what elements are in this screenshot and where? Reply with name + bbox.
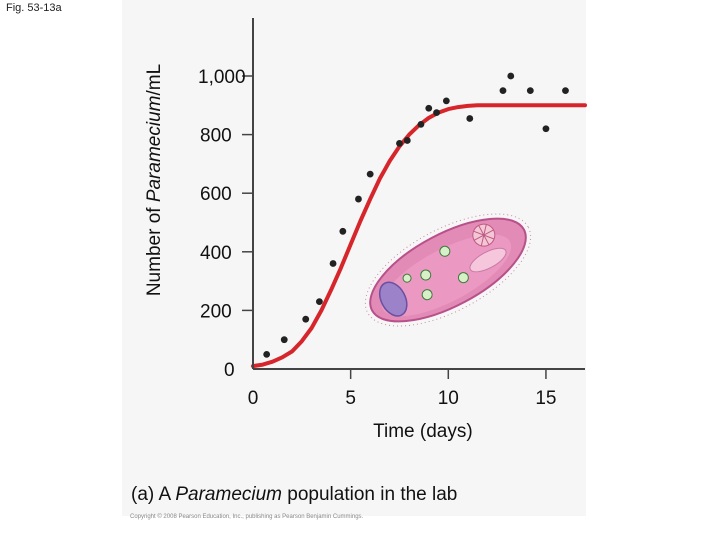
data-point [339, 227, 347, 235]
y-tick-label: 800 [200, 126, 232, 147]
data-point [329, 260, 337, 267]
data-point [542, 125, 550, 133]
data-point [316, 298, 323, 306]
data-point [499, 87, 507, 95]
data-point [433, 109, 440, 117]
caption-italic: Paramecium [175, 484, 283, 505]
x-tick-label: 15 [535, 388, 556, 409]
data-point [466, 115, 474, 122]
data-point [562, 87, 569, 95]
x-tick-label: 5 [345, 388, 356, 409]
data-point [425, 104, 433, 112]
y-tick-label: 400 [200, 243, 232, 264]
data-point [302, 315, 310, 323]
y-axis-label-italic: Paramecium [144, 95, 165, 203]
data-point [280, 336, 288, 344]
data-point [442, 97, 450, 105]
data-point [366, 170, 374, 178]
copyright-notice: Copyright © 2008 Pearson Education, Inc.… [130, 514, 364, 520]
data-point [507, 72, 515, 80]
axes: 0 200 400 600 800 1,000 0 5 10 15 Time (days) [198, 18, 585, 442]
y-tick-label: 1,000 [198, 67, 246, 88]
figure-label: Fig. 53-13a [6, 2, 62, 14]
figure-caption: (a) A Paramecium population in the lab [131, 484, 458, 505]
x-axis-label: Time (days) [373, 421, 473, 442]
x-tick-label: 10 [438, 388, 459, 409]
y-tick-label: 200 [200, 301, 232, 322]
x-tick-label: 0 [248, 388, 259, 409]
logistic-growth-curve [251, 103, 587, 369]
data-point [355, 195, 362, 203]
paramecium-illustration [364, 213, 532, 327]
data-point [403, 137, 411, 144]
data-point [417, 120, 425, 128]
data-point [263, 350, 271, 358]
data-point [396, 139, 403, 147]
y-tick-label: 0 [224, 360, 235, 381]
y-axis-label: Number of Paramecium/mL [144, 63, 165, 297]
data-point [526, 87, 534, 95]
data-points-layer [263, 72, 569, 358]
logistic-curve-layer [251, 103, 587, 369]
y-tick-label: 600 [200, 184, 232, 205]
